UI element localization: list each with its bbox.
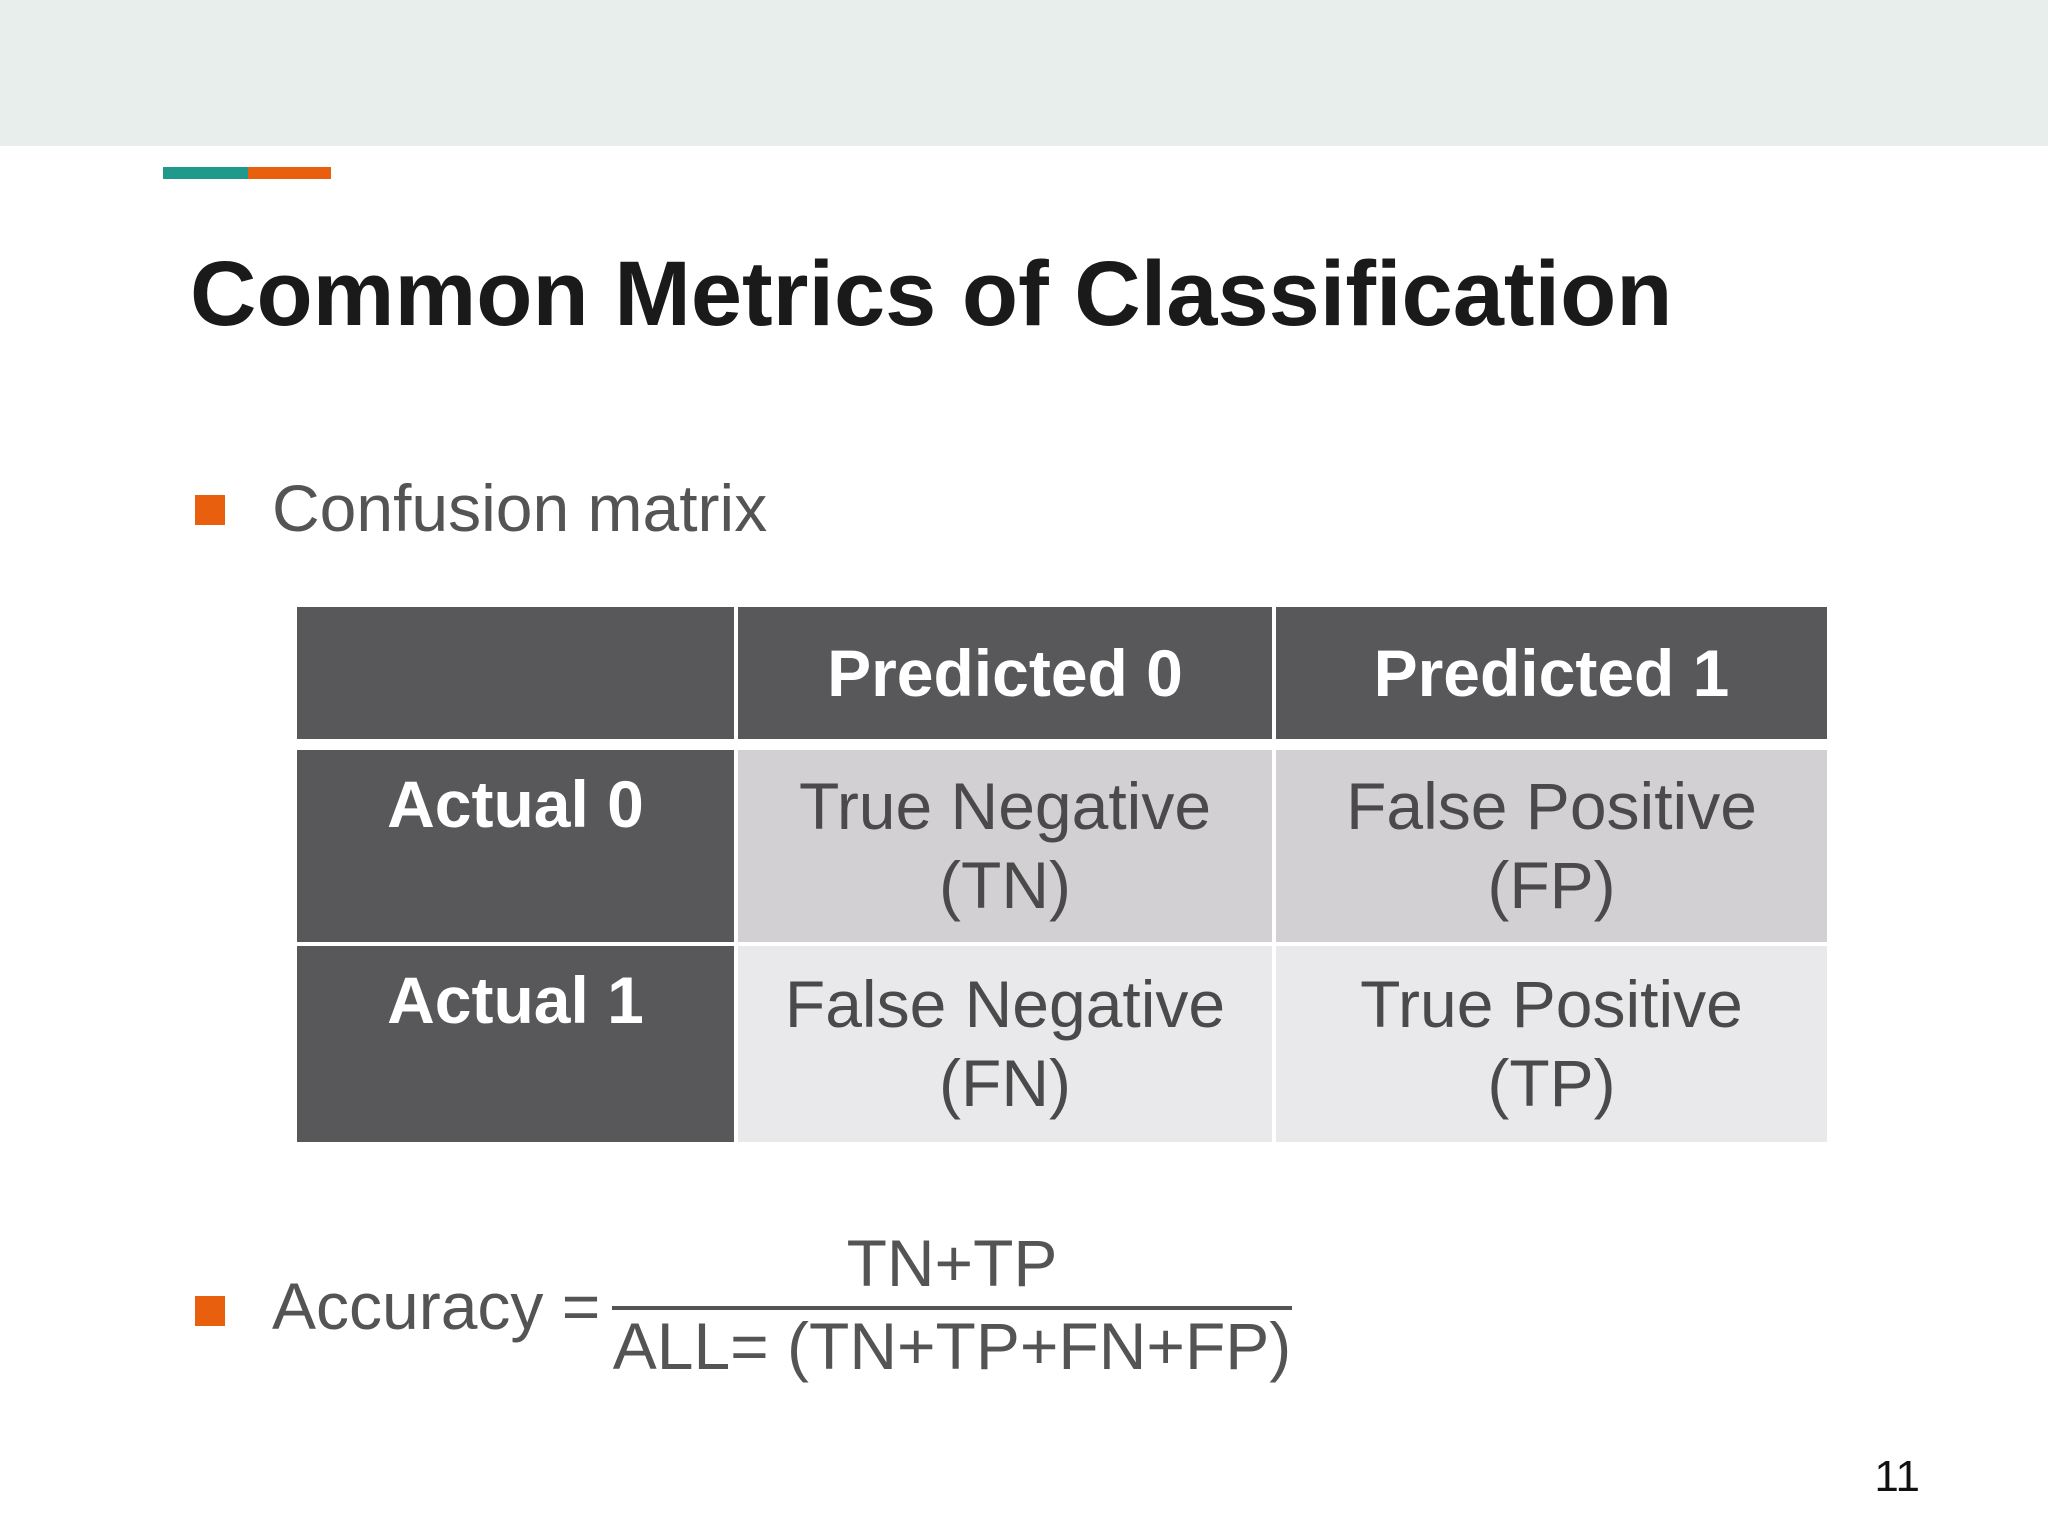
cell-line-1: True Positive: [1360, 966, 1743, 1041]
cell-false-positive: False Positive (FP): [1276, 750, 1827, 942]
row-header-label: Actual 0: [387, 767, 644, 841]
fraction-bar: [612, 1306, 1292, 1310]
cell-line-2: (FN): [939, 1046, 1071, 1120]
header-band: [0, 0, 2048, 146]
slide-title: Common Metrics of Classification: [190, 243, 1673, 345]
cell-true-positive: True Positive (TP): [1276, 946, 1827, 1142]
column-header-predicted-0: Predicted 0: [738, 607, 1272, 739]
cell-line-2: (TN): [939, 848, 1071, 922]
cell-true-negative: True Negative (TN): [738, 750, 1272, 942]
accuracy-label: Accuracy =: [272, 1269, 601, 1343]
square-bullet-icon: [195, 495, 225, 525]
cell-line-1: True Negative: [798, 768, 1212, 843]
row-header-label: Actual 1: [387, 963, 644, 1037]
matrix-corner-cell: [297, 607, 734, 739]
accent-bar-teal: [163, 167, 248, 179]
column-header-predicted-1: Predicted 1: [1276, 607, 1827, 739]
cell-line-2: (FP): [1487, 848, 1616, 922]
accuracy-numerator: TN+TP: [846, 1226, 1058, 1300]
cell-false-negative: False Negative (FN): [738, 946, 1272, 1142]
cell-line-2: (TP): [1487, 1046, 1616, 1120]
row-header-actual-1: Actual 1: [297, 946, 734, 1142]
cell-line-1: False Negative: [784, 966, 1226, 1041]
accuracy-denominator: ALL= (TN+TP+FN+FP): [612, 1309, 1292, 1383]
column-header-label: Predicted 0: [827, 635, 1183, 710]
page-number: 11: [1874, 1452, 1920, 1501]
accent-bar-orange: [248, 167, 331, 179]
row-header-actual-0: Actual 0: [297, 750, 734, 942]
cell-line-1: False Positive: [1346, 768, 1757, 843]
square-bullet-icon: [195, 1296, 225, 1326]
confusion-matrix-table: Predicted 0 Predicted 1 Actual 0 True Ne…: [297, 607, 1827, 1142]
column-header-label: Predicted 1: [1373, 635, 1730, 710]
bullet-text-confusion-matrix: Confusion matrix: [272, 471, 768, 545]
